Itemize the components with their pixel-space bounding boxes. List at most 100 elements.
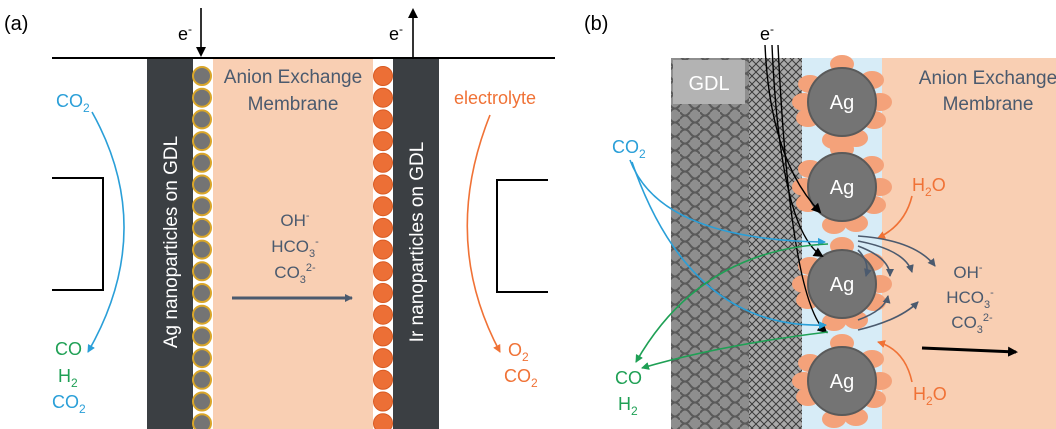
product-b-h2: H2 [618,394,638,418]
product-co2-anode: CO2 [504,366,538,390]
ir-nanoparticle [373,152,393,173]
product-co2-out: CO2 [52,392,86,416]
panel-a-tag: (a) [4,13,28,35]
co-product-path-1 [635,243,829,363]
membrane-region [880,58,1056,429]
anion-path-6 [857,295,891,321]
ag-particle-label: Ag [830,371,854,393]
ag-nanoparticle [192,304,212,325]
ir-nanoparticle [373,87,393,108]
ir-nanoparticle [373,239,393,260]
cathode-flow-channel [52,177,104,291]
co2-feed-arrow [87,111,125,353]
h2o-top-path [877,195,913,239]
ag-nanoparticle [192,196,212,217]
co-product-path-2 [641,331,829,370]
ag-nanoparticle [192,391,212,412]
ir-nanoparticle [373,348,393,369]
anode-flow-channel [496,179,548,293]
ion-oh: OH- [280,210,310,230]
ag-particle-stack: Ag Ag Ag Ag [792,55,892,428]
membrane-b-label-line1: Anion Exchange [919,68,1056,89]
ir-nanoparticle [373,217,393,238]
anion-exchange-membrane [213,58,373,429]
ir-nanoparticle [373,369,393,390]
membrane-b-label-line2: Membrane [943,94,1034,115]
electron-path-1 [764,44,822,214]
ag-nanoparticle [192,174,212,195]
ag-nanoparticle [192,109,212,130]
ag-nanoparticle [192,87,212,108]
gdl-label-box [673,60,745,104]
ag-nanoparticle [192,131,212,152]
anion-path-2 [857,240,914,273]
ag-nanoparticle [192,326,212,347]
anode-gdl [393,58,439,429]
ag-particle [807,346,877,416]
ir-nanoparticle [373,413,393,429]
ag-nanoparticle [192,217,212,238]
ir-nanoparticle [373,326,393,347]
co2-b-label: CO2 [612,137,646,161]
ir-nanoparticle [373,196,393,217]
anion-path-3 [857,245,894,277]
electron-b-label: e- [760,22,774,44]
ag-nanoparticle [192,239,212,260]
ion-hco3: HCO3- [271,236,319,260]
membrane-label-line2: Membrane [248,94,339,115]
panel-a: (a) e- e- Ag nanoparticles on GDL Ir nan… [4,8,555,429]
ir-nanoparticle [373,131,393,152]
product-b-co: CO [615,368,642,388]
co2-path-2 [631,161,827,330]
panel-b: (b) GDL Anion Exchange Membrane AgAgAgAg… [584,13,1056,429]
electron-in-label: e- [178,22,192,44]
ag-nanoparticle [192,348,212,369]
ag-nanoparticle [192,261,212,282]
ir-nanoparticle [373,391,393,412]
product-h2: H2 [58,366,78,390]
electrolyte-label: electrolyte [454,88,536,108]
anion-path-4 [857,249,872,277]
gdl-label: GDL [688,73,729,95]
ag-nanoparticle [192,413,212,429]
ion-co3: CO32- [274,262,316,286]
electron-out-label: e- [389,22,403,44]
ir-nanoparticle [373,174,393,195]
anion-path-1 [857,235,936,267]
cathode-label: Ag nanoparticles on GDL [161,136,182,348]
anion-path-5 [857,301,919,331]
electrolyte-flow-arrow [466,114,501,353]
ag-particle [807,152,877,222]
ag-particle-label: Ag [830,177,854,199]
gdl-layer [671,58,749,429]
panel-b-tag: (b) [584,13,608,35]
electron-path-3 [777,44,828,334]
ag-particle-label: Ag [830,274,854,296]
h2o-bottom-path [877,340,913,383]
anion-transport-arrow [921,346,1018,357]
microporous-layer [749,58,802,429]
ag-particle [807,249,877,319]
ag-nanoparticle [192,283,212,303]
ag-nanoparticle [192,152,212,173]
co2-feed-label: CO2 [56,91,90,115]
ion-b-hco3: HCO3- [946,287,994,311]
ag-nanoparticle [192,66,212,86]
ir-nanoparticle [373,261,393,282]
ag-nanoparticle [192,369,212,390]
h2o-bottom-label: H2O [913,384,947,408]
membrane-label-line1: Anion Exchange [224,67,362,88]
product-co: CO [55,339,82,359]
ag-particle-label: Ag [830,92,854,114]
ir-nanoparticle [373,66,393,86]
ion-b-co3: CO32- [951,312,993,336]
ir-nanoparticle [373,304,393,325]
h2o-top-label: H2O [912,175,946,199]
product-o2: O2 [508,340,529,364]
ir-nanoparticle [373,283,393,303]
ion-b-oh: OH- [953,262,983,282]
cathode-gdl [147,58,193,429]
co2-path-1 [629,159,826,246]
ir-nanoparticle-column [373,66,393,429]
